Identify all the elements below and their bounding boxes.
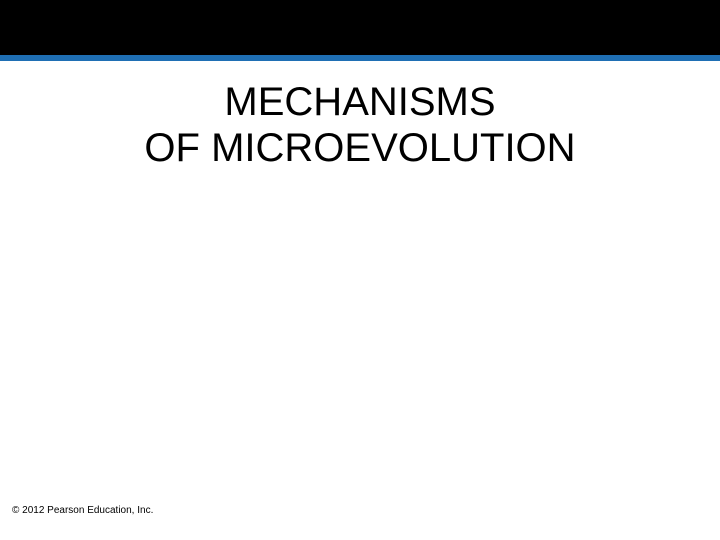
slide-title: MECHANISMS OF MICROEVOLUTION: [65, 79, 655, 171]
blue-accent-rule: [0, 55, 720, 61]
slide-title-line2: OF MICROEVOLUTION: [65, 125, 655, 171]
top-black-bar: [0, 0, 720, 55]
slide-title-line1: MECHANISMS: [65, 79, 655, 125]
copyright-notice: © 2012 Pearson Education, Inc.: [12, 505, 153, 516]
